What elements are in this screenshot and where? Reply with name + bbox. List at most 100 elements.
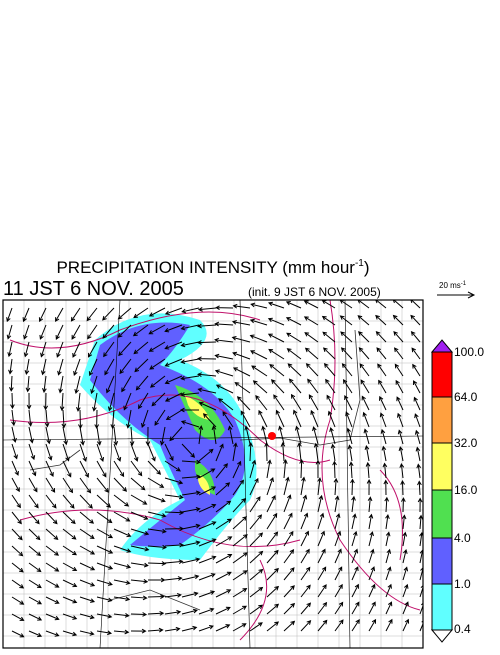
wind-vector	[215, 482, 231, 496]
wind-vector	[360, 379, 370, 394]
wind-vector	[45, 613, 60, 621]
wind-vector	[145, 426, 151, 447]
wind-vector	[148, 341, 166, 352]
wind-vector	[215, 606, 231, 615]
wind-vector	[130, 628, 147, 634]
wind-vector	[393, 331, 404, 343]
wind-vector	[133, 307, 149, 319]
wind-vector	[299, 458, 304, 479]
wind-vector	[269, 364, 285, 377]
wind-vector	[266, 512, 278, 530]
wind-vector	[249, 550, 264, 564]
wind-vector	[385, 531, 391, 547]
colorbar-segment	[431, 489, 453, 539]
coastline	[29, 449, 81, 471]
wind-vector	[28, 443, 36, 461]
wind-vector	[45, 596, 60, 604]
wind-vector	[45, 494, 57, 509]
wind-vector	[130, 528, 150, 536]
wind-vector	[196, 340, 217, 345]
wind-vector	[375, 314, 387, 326]
wind-vector	[45, 460, 54, 477]
title-text: PRECIPITATION INTENSITY (mm hour	[56, 258, 355, 277]
wind-vector	[58, 375, 64, 394]
wind-vector	[379, 395, 387, 411]
wind-vector	[6, 324, 13, 340]
wind-vector	[24, 358, 30, 375]
wind-vector	[322, 347, 336, 360]
wind-vector	[378, 379, 387, 394]
wind-vector	[283, 585, 295, 598]
wind-vector	[300, 548, 310, 564]
wind-vector	[198, 425, 204, 445]
wind-vector	[11, 443, 18, 460]
wind-vector	[11, 562, 24, 573]
wind-vector	[28, 494, 39, 509]
colorbar-label: 0.4	[454, 622, 471, 636]
wind-vector	[164, 443, 174, 462]
wind-vector	[96, 613, 113, 619]
wind-vector	[181, 307, 200, 314]
wind-vector	[380, 428, 387, 445]
wind-vector	[198, 573, 216, 581]
wind-vector	[376, 347, 387, 360]
vector-key-arrow	[437, 291, 476, 299]
coastline	[109, 589, 201, 611]
wind-vector	[26, 392, 32, 410]
wind-vector	[181, 591, 199, 598]
wind-vector	[62, 426, 68, 446]
wind-vector	[45, 528, 59, 541]
wind-vector	[232, 479, 244, 496]
wind-vector	[334, 495, 340, 513]
wind-vector	[232, 623, 247, 632]
wind-vector	[119, 358, 132, 375]
wind-vector	[333, 477, 339, 496]
wind-vector	[351, 619, 360, 632]
wind-vector	[402, 549, 408, 564]
wind-vector	[232, 303, 251, 309]
wind-vector	[6, 307, 13, 323]
wind-vector	[164, 592, 182, 598]
wind-vector	[148, 307, 166, 317]
wind-vector	[96, 545, 114, 554]
location-marker	[268, 432, 276, 440]
wind-vector	[393, 347, 404, 360]
wind-vector	[39, 324, 47, 340]
precipitation-area	[175, 385, 225, 495]
wind-vector	[384, 496, 390, 513]
wind-vector	[215, 500, 232, 513]
wind-vector	[231, 335, 251, 343]
wind-vector	[44, 409, 50, 428]
wind-vector	[351, 495, 356, 513]
wind-vector	[215, 554, 233, 564]
wind-vector	[59, 392, 65, 412]
wind-vector	[180, 392, 200, 397]
wind-vector	[244, 425, 251, 445]
wind-vector	[283, 602, 296, 615]
wind-vector	[304, 332, 319, 343]
wind-vector	[87, 324, 98, 340]
colorbar-label: 100.0	[454, 345, 484, 359]
wind-vector	[375, 300, 387, 309]
wind-vector	[397, 412, 404, 428]
colorbar-label: 4.0	[454, 531, 471, 545]
wind-vector	[90, 375, 98, 395]
wind-vector	[340, 347, 353, 360]
wind-vector	[414, 429, 421, 445]
wind-vector	[227, 425, 234, 445]
wind-vector	[79, 460, 89, 478]
wind-vector	[28, 426, 34, 444]
wind-vector	[267, 317, 285, 326]
wind-vector	[285, 317, 302, 326]
wind-vector	[62, 596, 78, 604]
wind-vector	[214, 337, 234, 343]
wind-vector	[278, 425, 285, 445]
wind-vector	[104, 358, 115, 376]
precipitation-area	[185, 395, 210, 495]
wind-vector	[283, 620, 296, 632]
wind-vector	[11, 477, 20, 493]
wind-vector	[211, 425, 217, 445]
wind-vector	[96, 494, 111, 508]
wind-vector	[249, 532, 264, 547]
wind-vector	[150, 375, 166, 388]
